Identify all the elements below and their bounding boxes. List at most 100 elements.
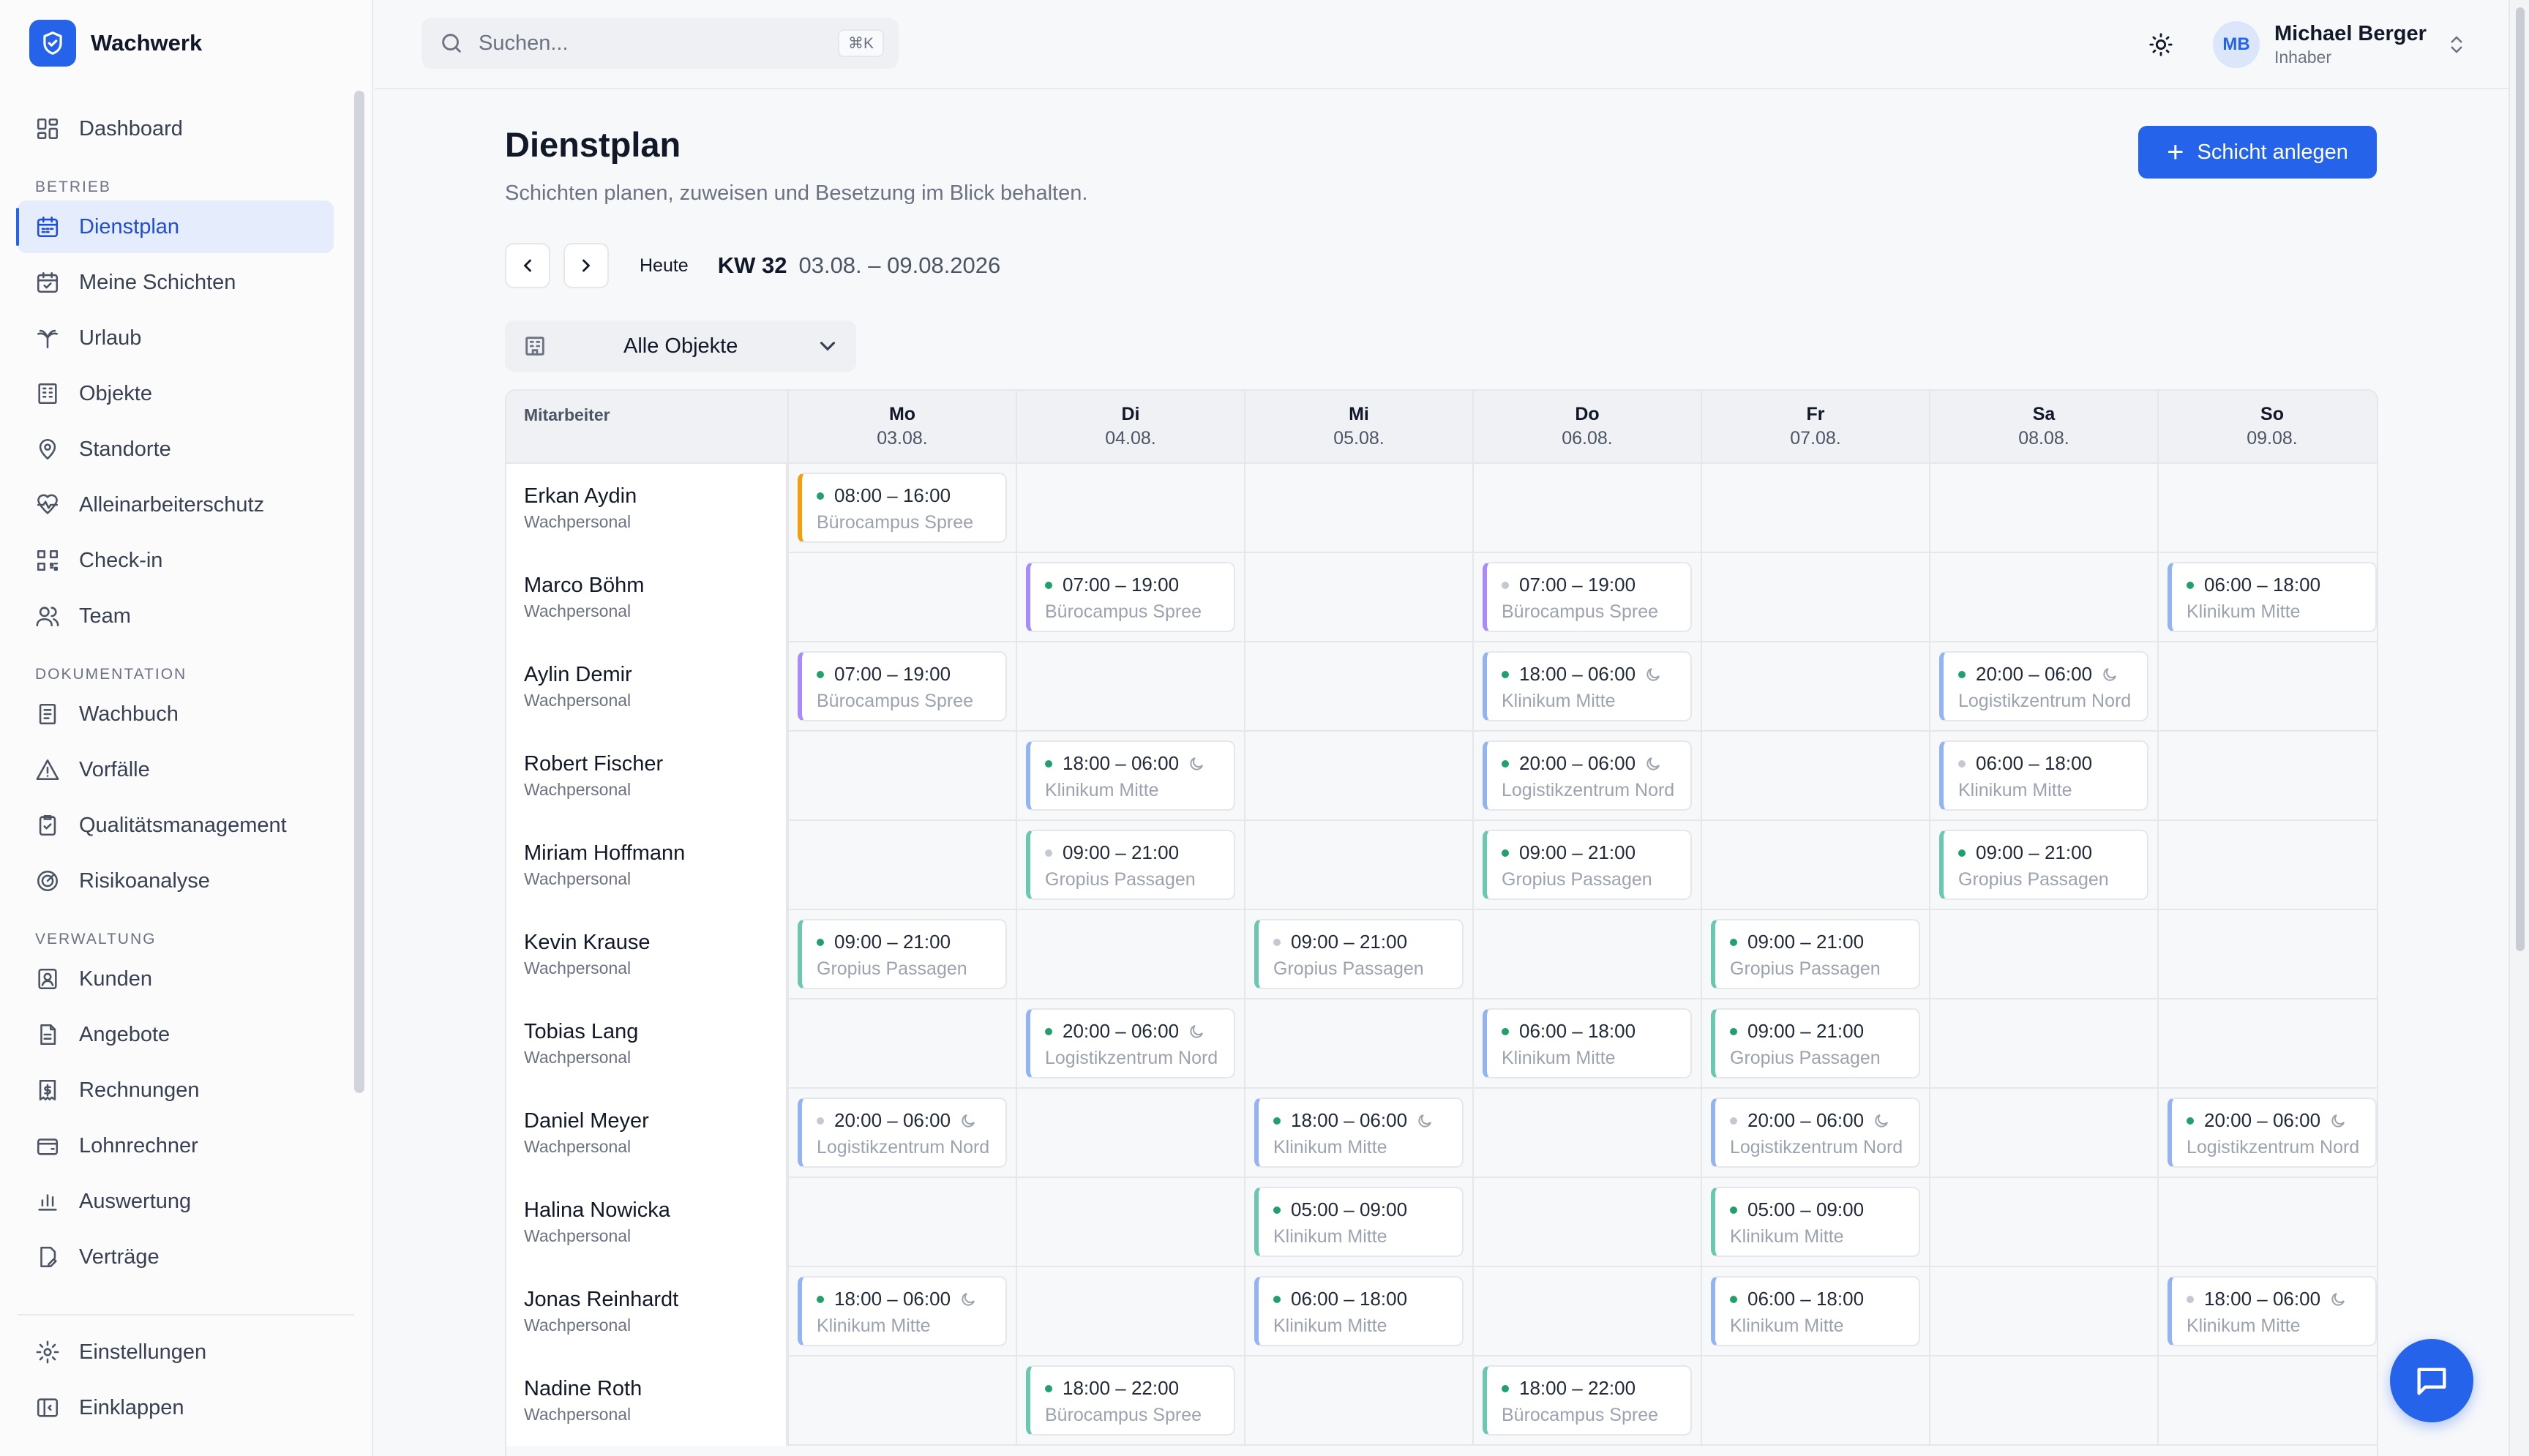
day-cell[interactable] — [2157, 821, 2377, 910]
day-cell[interactable]: 18:00 – 06:00 Klinikum Mitte — [1244, 1089, 1472, 1178]
sidebar-item-kunden[interactable]: Kunden — [18, 953, 334, 1005]
theme-toggle-button[interactable] — [2143, 26, 2179, 63]
shift-card[interactable]: 18:00 – 06:00 Klinikum Mitte — [1026, 740, 1235, 811]
day-cell[interactable] — [2157, 1356, 2377, 1446]
shift-card[interactable]: 20:00 – 06:00 Logistikzentrum Nord — [1939, 651, 2148, 721]
day-cell[interactable]: 06:00 – 18:00 Klinikum Mitte — [1244, 1267, 1472, 1356]
day-cell[interactable]: 07:00 – 19:00 Bürocampus Spree — [1472, 553, 1701, 642]
sidebar-item-team[interactable]: Team — [18, 590, 334, 642]
day-cell[interactable] — [1016, 1267, 1244, 1356]
day-cell[interactable] — [1244, 999, 1472, 1089]
shift-card[interactable]: 09:00 – 21:00 Gropius Passagen — [1711, 1008, 1920, 1078]
employee-cell[interactable]: Kevin Krause Wachpersonal — [506, 910, 787, 999]
day-cell[interactable] — [1472, 464, 1701, 553]
shift-card[interactable]: 06:00 – 18:00 Klinikum Mitte — [2168, 562, 2377, 632]
day-cell[interactable] — [1472, 1178, 1701, 1267]
shift-card[interactable]: 05:00 – 09:00 Klinikum Mitte — [1254, 1187, 1464, 1257]
sidebar-item-wachbuch[interactable]: Wachbuch — [18, 688, 334, 740]
brand[interactable]: Wachwerk — [29, 19, 202, 67]
day-cell[interactable] — [1929, 1089, 2157, 1178]
day-cell[interactable] — [1472, 1089, 1701, 1178]
day-cell[interactable] — [2157, 910, 2377, 999]
employee-cell[interactable]: Tobias Lang Wachpersonal — [506, 999, 787, 1089]
day-cell[interactable] — [1016, 1178, 1244, 1267]
user-menu[interactable]: MB Michael Berger Inhaber — [2213, 19, 2468, 70]
day-cell[interactable] — [2157, 732, 2377, 821]
day-cell[interactable]: 09:00 – 21:00 Gropius Passagen — [787, 910, 1016, 999]
day-cell[interactable] — [1016, 1089, 1244, 1178]
sidebar-item-rechnungen[interactable]: Rechnungen — [18, 1064, 334, 1117]
day-cell[interactable]: 06:00 – 18:00 Klinikum Mitte — [1472, 999, 1701, 1089]
day-cell[interactable] — [1016, 642, 1244, 732]
day-cell[interactable]: 09:00 – 21:00 Gropius Passagen — [1016, 821, 1244, 910]
day-cell[interactable] — [1929, 1267, 2157, 1356]
shift-card[interactable]: 09:00 – 21:00 Gropius Passagen — [1483, 830, 1692, 900]
sidebar-item-standorte[interactable]: Standorte — [18, 423, 334, 476]
day-cell[interactable]: 20:00 – 06:00 Logistikzentrum Nord — [1472, 732, 1701, 821]
shift-card[interactable]: 20:00 – 06:00 Logistikzentrum Nord — [1483, 740, 1692, 811]
sidebar-item-lohnrechner[interactable]: Lohnrechner — [18, 1119, 334, 1172]
shift-card[interactable]: 06:00 – 18:00 Klinikum Mitte — [1939, 740, 2148, 811]
day-cell[interactable] — [1701, 464, 1929, 553]
day-cell[interactable] — [1244, 553, 1472, 642]
day-cell[interactable] — [1701, 821, 1929, 910]
today-button[interactable]: Heute — [640, 255, 689, 276]
day-cell[interactable]: 09:00 – 21:00 Gropius Passagen — [1701, 999, 1929, 1089]
sidebar-item-vorfälle[interactable]: Vorfälle — [18, 743, 334, 796]
day-cell[interactable]: 05:00 – 09:00 Klinikum Mitte — [1701, 1178, 1929, 1267]
day-cell[interactable] — [1244, 821, 1472, 910]
shift-card[interactable]: 20:00 – 06:00 Logistikzentrum Nord — [1711, 1097, 1920, 1168]
day-cell[interactable] — [787, 999, 1016, 1089]
day-cell[interactable] — [2157, 999, 2377, 1089]
day-cell[interactable] — [1016, 910, 1244, 999]
employee-cell[interactable]: Marco Böhm Wachpersonal — [506, 553, 787, 642]
sidebar-item-einstellungen[interactable]: Einstellungen — [18, 1326, 354, 1378]
shift-card[interactable]: 18:00 – 22:00 Bürocampus Spree — [1026, 1365, 1235, 1436]
employee-cell[interactable]: Daniel Meyer Wachpersonal — [506, 1089, 787, 1178]
shift-card[interactable]: 06:00 – 18:00 Klinikum Mitte — [1254, 1276, 1464, 1346]
sidebar-item-verträge[interactable]: Verträge — [18, 1231, 334, 1283]
day-cell[interactable] — [1929, 1356, 2157, 1446]
day-cell[interactable]: 18:00 – 22:00 Bürocampus Spree — [1016, 1356, 1244, 1446]
day-cell[interactable] — [1016, 464, 1244, 553]
day-cell[interactable]: 20:00 – 06:00 Logistikzentrum Nord — [787, 1089, 1016, 1178]
day-cell[interactable] — [1929, 553, 2157, 642]
day-cell[interactable]: 18:00 – 22:00 Bürocampus Spree — [1472, 1356, 1701, 1446]
day-cell[interactable]: 20:00 – 06:00 Logistikzentrum Nord — [1701, 1089, 1929, 1178]
day-cell[interactable]: 09:00 – 21:00 Gropius Passagen — [1701, 910, 1929, 999]
shift-card[interactable]: 09:00 – 21:00 Gropius Passagen — [1254, 919, 1464, 989]
search-input[interactable]: Suchen... ⌘K — [422, 18, 899, 69]
next-week-button[interactable] — [563, 243, 609, 288]
day-cell[interactable]: 20:00 – 06:00 Logistikzentrum Nord — [1929, 642, 2157, 732]
employee-cell[interactable]: Robert Fischer Wachpersonal — [506, 732, 787, 821]
day-cell[interactable]: 20:00 – 06:00 Logistikzentrum Nord — [1016, 999, 1244, 1089]
shift-card[interactable]: 18:00 – 06:00 Klinikum Mitte — [1483, 651, 1692, 721]
sidebar-item-meine-schichten[interactable]: Meine Schichten — [18, 256, 334, 309]
shift-card[interactable]: 09:00 – 21:00 Gropius Passagen — [1026, 830, 1235, 900]
day-cell[interactable] — [1701, 553, 1929, 642]
day-cell[interactable]: 09:00 – 21:00 Gropius Passagen — [1472, 821, 1701, 910]
day-cell[interactable]: 18:00 – 06:00 Klinikum Mitte — [1472, 642, 1701, 732]
day-cell[interactable] — [787, 732, 1016, 821]
sidebar-item-risikoanalyse[interactable]: Risikoanalyse — [18, 855, 334, 907]
day-cell[interactable]: 06:00 – 18:00 Klinikum Mitte — [1929, 732, 2157, 821]
sidebar-item-einklappen[interactable]: Einklappen — [18, 1381, 354, 1434]
day-cell[interactable] — [787, 1178, 1016, 1267]
shift-card[interactable]: 09:00 – 21:00 Gropius Passagen — [1711, 919, 1920, 989]
day-cell[interactable] — [1472, 910, 1701, 999]
sidebar-item-auswertung[interactable]: Auswertung — [18, 1175, 334, 1228]
employee-cell[interactable]: Miriam Hoffmann Wachpersonal — [506, 821, 787, 910]
day-cell[interactable]: 05:00 – 09:00 Klinikum Mitte — [1244, 1178, 1472, 1267]
day-cell[interactable] — [787, 553, 1016, 642]
day-cell[interactable]: 08:00 – 16:00 Bürocampus Spree — [787, 464, 1016, 553]
day-cell[interactable] — [2157, 1178, 2377, 1267]
employee-cell[interactable]: Jonas Reinhardt Wachpersonal — [506, 1267, 787, 1356]
shift-card[interactable]: 09:00 – 21:00 Gropius Passagen — [798, 919, 1007, 989]
day-cell[interactable]: 06:00 – 18:00 Klinikum Mitte — [2157, 553, 2377, 642]
day-cell[interactable] — [1929, 1178, 2157, 1267]
employee-cell[interactable]: Halina Nowicka Wachpersonal — [506, 1178, 787, 1267]
shift-card[interactable]: 18:00 – 06:00 Klinikum Mitte — [798, 1276, 1007, 1346]
day-cell[interactable] — [787, 821, 1016, 910]
day-cell[interactable] — [1701, 732, 1929, 821]
sidebar-item-qualitätsmanagement[interactable]: Qualitätsmanagement — [18, 799, 334, 852]
